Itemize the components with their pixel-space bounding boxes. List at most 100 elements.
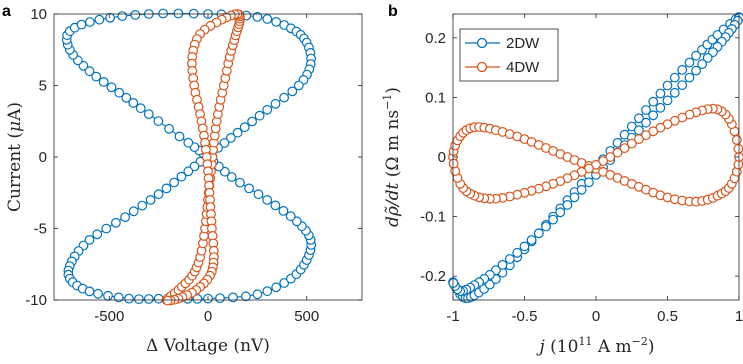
panel-a-series-2dw-point: [106, 82, 117, 93]
panel-a-series-2dw-point: [225, 132, 236, 143]
panel-a-y-tick-label: -10: [25, 292, 47, 309]
legend-box: [459, 28, 559, 82]
panel-b-x-label: j (1011 A m−2): [535, 330, 654, 357]
panel-a-series-2dw-point: [287, 86, 298, 97]
panel-b-series-2dw-point: [504, 254, 515, 264]
panel-b-series-2dw-point: [677, 64, 688, 75]
panel-a-series-2dw-point: [234, 177, 245, 188]
panel-a-series-2dw-point: [239, 122, 250, 133]
panel-b-y-tick-label: 0: [438, 149, 446, 166]
panel-b-series-2dw-point: [655, 88, 666, 99]
panel-b-y-tick-label: 0.1: [425, 89, 446, 106]
panel-a-series-2dw-point: [120, 212, 130, 223]
panel-a-series-2dw-point: [176, 171, 187, 182]
panel-a-series-2dw-point: [215, 293, 225, 304]
panel-a-series-2dw-point: [253, 189, 264, 200]
panel-b-series-2dw-point: [669, 72, 680, 83]
panel-a-series-2dw-point: [130, 9, 141, 20]
panel-b-points: [448, 12, 743, 304]
panel-b-series-4dw-line: [452, 108, 740, 203]
panel-a-x-ticks: -500 0 500: [94, 14, 319, 325]
panel-b-series-2dw-point: [562, 199, 573, 210]
panel-a-series-2dw-point: [252, 289, 263, 300]
panel-a-series-2dw-point: [145, 194, 156, 205]
panel-a-series-2dw-point: [293, 80, 304, 91]
panel-a-series-2dw-point: [279, 92, 290, 103]
panel-a-x-tick-label: 500: [294, 308, 319, 325]
panel-b-series-4dw-point: [634, 134, 644, 145]
panel-b-x-tick-label: -1: [446, 308, 459, 325]
panel-b-series-2dw-point: [648, 96, 659, 107]
panel-a-series-2dw-point: [173, 8, 184, 19]
legend-marker-4dw: [476, 61, 488, 73]
panel-a-series-2dw-point: [262, 104, 273, 115]
panel-a-series-2dw-point: [103, 290, 113, 301]
panel-a-series-2dw-point: [153, 293, 164, 304]
panel-b-series-2dw-point: [641, 105, 651, 115]
panel-a-series-2dw-point: [271, 282, 282, 293]
panel-a-series-2dw-point: [84, 234, 95, 245]
panel-a-series-2dw-point: [262, 14, 273, 24]
panel-a-series-2dw-point: [226, 172, 237, 182]
panel-a-series-2dw-point: [271, 16, 282, 27]
panel-b-label: b: [388, 3, 398, 20]
panel-b-series-2dw-point: [691, 65, 701, 76]
panel-b-y-tick-label: 0.2: [425, 30, 446, 47]
panel-a-series-2dw-point: [278, 205, 289, 216]
panel-a-series-2dw-point: [91, 71, 102, 82]
panel-b-series-4dw-point: [626, 138, 637, 149]
panel-a-series-2dw-point: [270, 200, 281, 211]
panel-a-series-2dw-point: [143, 294, 154, 304]
panel-b-x-tick-label: 0: [592, 308, 600, 325]
panel-a-x-tick-label: 0: [204, 308, 212, 325]
legend-entry-2dw: 2DW: [465, 35, 540, 52]
panel-a-series-2dw-point: [92, 229, 103, 240]
panel-a-y-tick-label: -5: [34, 221, 47, 238]
legend: 2DW 4DW: [459, 28, 559, 82]
panel-b-series-2dw-point: [541, 221, 551, 232]
panel-a-series-2dw-point: [244, 183, 255, 194]
panel-a-series-2dw-point: [254, 110, 265, 121]
legend-marker-2dw: [476, 37, 488, 49]
panel-a-series-2dw-point: [93, 288, 103, 299]
panel-a-y-tick-label: 10: [30, 6, 47, 23]
panel-a-series-2dw-point: [84, 17, 95, 27]
panel-a-series-2dw-point: [183, 166, 194, 177]
panel-b-series-2dw-point: [662, 95, 673, 106]
panel-a-series-2dw-point: [183, 137, 194, 148]
panel-a-series-2dw-point: [84, 66, 95, 77]
panel-b-x-tick-label: -0.5: [512, 308, 538, 325]
panel-b-series-2dw-point: [526, 235, 537, 245]
panel-a-series-2dw-point: [94, 14, 105, 25]
panel-b-series-4dw-point: [612, 147, 623, 158]
panel-a-series-2dw-point: [128, 206, 139, 217]
panel-a-series-2dw-point: [219, 138, 230, 148]
panel-b-series-2dw-point: [448, 278, 459, 288]
panel-a-series-2dw-point: [143, 109, 154, 119]
panel-a-series-2dw-point: [110, 217, 121, 228]
panel-a-y-tick-label: 0: [39, 149, 47, 166]
panel-a-label: a: [2, 3, 11, 20]
panel-b-series-4dw-point: [605, 152, 616, 162]
panel-a-series-2dw-point: [84, 286, 95, 297]
panel-a-series-2dw-point: [240, 291, 251, 302]
panel-b-series-2dw-point: [548, 214, 558, 225]
panel-a-series-2dw-point: [113, 292, 124, 303]
panel-a-y-ticks: -10 -5 0 5 10: [25, 6, 362, 309]
panel-a-y-label: Current (μA): [5, 102, 25, 212]
panel-a-y-tick-label: 5: [39, 78, 47, 95]
panel-a-x-label: Δ Voltage (nV): [146, 336, 270, 356]
panel-a-series-2dw-point: [279, 278, 290, 288]
panel-a-series-2dw-point: [76, 19, 87, 30]
panel-a-series-2dw-point: [128, 97, 139, 108]
panel-a-series-2dw-point: [262, 194, 273, 205]
panel-a: a -500 0 500 -10 -5 0 5 10 Δ Voltage (nV) Curr…: [2, 3, 363, 356]
panel-a-series-2dw-point: [247, 116, 258, 127]
panel-b-y-tick-label: -0.1: [420, 209, 446, 226]
panel-a-series-2dw-point: [291, 216, 302, 227]
panel-a-series-2dw-point: [124, 293, 134, 304]
panel-b-series-4dw-point: [731, 134, 742, 145]
panel-a-series-2dw-point: [121, 92, 132, 103]
panel-a-x-tick-label: -500: [94, 308, 124, 325]
